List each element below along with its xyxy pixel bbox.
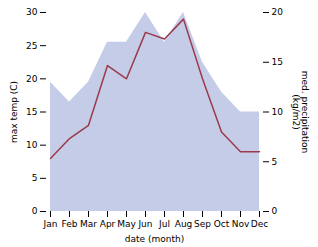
svg-text:Apr: Apr	[100, 219, 116, 229]
svg-text:Mar: Mar	[80, 219, 97, 229]
svg-text:Sep: Sep	[194, 219, 211, 229]
svg-text:Jul: Jul	[158, 219, 170, 229]
svg-text:Jun: Jun	[137, 219, 152, 229]
svg-text:30: 30	[26, 7, 38, 17]
svg-text:May: May	[117, 219, 136, 229]
svg-text:5: 5	[272, 157, 278, 167]
svg-text:15: 15	[26, 107, 37, 117]
svg-text:Oct: Oct	[214, 219, 230, 229]
svg-text:0: 0	[272, 206, 278, 216]
svg-text:Nov: Nov	[232, 219, 250, 229]
svg-text:10: 10	[26, 140, 38, 150]
svg-text:Jan: Jan	[43, 219, 58, 229]
svg-text:Aug: Aug	[175, 219, 193, 229]
svg-text:Feb: Feb	[62, 219, 78, 229]
svg-text:20: 20	[26, 74, 38, 84]
svg-text:date (month): date (month)	[125, 234, 184, 244]
svg-text:0: 0	[32, 206, 38, 216]
svg-text:10: 10	[272, 107, 284, 117]
svg-text:max temp (C): max temp (C)	[9, 81, 19, 143]
svg-text:15: 15	[272, 57, 283, 67]
svg-text:Dec: Dec	[251, 219, 268, 229]
svg-text:med. precipitation(kg/m2): med. precipitation(kg/m2)	[291, 71, 310, 153]
svg-text:5: 5	[32, 173, 38, 183]
svg-text:20: 20	[272, 7, 284, 17]
svg-text:25: 25	[26, 41, 37, 51]
